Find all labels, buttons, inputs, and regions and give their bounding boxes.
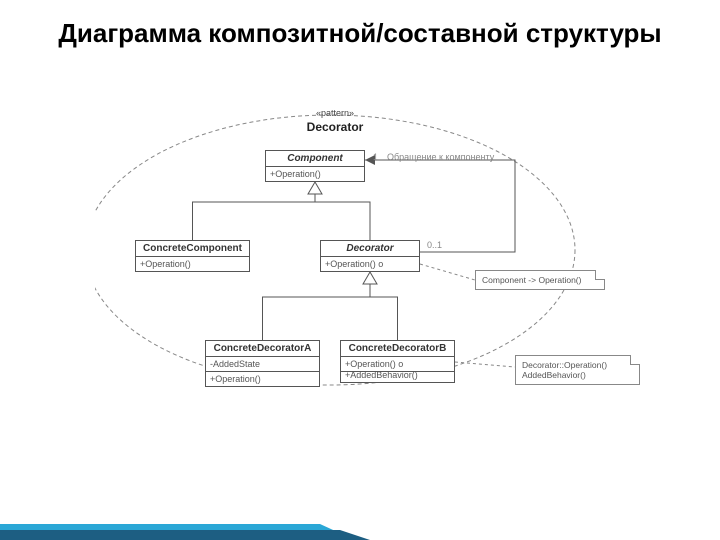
note-fold-icon [630,355,640,365]
note-text-line: Decorator::Operation() [522,360,607,370]
class-name: Component [266,151,364,167]
multiplicity-label: 1 [373,152,378,162]
class-op: +Operation() o [321,257,419,271]
page-title: Диаграмма композитной/составной структур… [0,0,720,49]
class-concrete-component: ConcreteComponent +Operation() [135,240,250,272]
class-name: ConcreteDecoratorA [206,341,319,357]
multiplicity-label: 0..1 [427,240,442,250]
class-op: +Operation() [136,257,249,271]
class-name: Decorator [321,241,419,257]
class-op: +AddedBehavior() [341,368,454,382]
assoc-label: Обращение к компоненту [387,152,494,162]
class-name: ConcreteDecoratorB [341,341,454,357]
class-name: ConcreteComponent [136,241,249,257]
accent-bar [0,512,380,540]
class-op: +Operation() [266,167,364,181]
class-op: +Operation() [206,372,319,386]
note-decorator-operation: Decorator::Operation() AddedBehavior() [515,355,640,385]
class-decorator: Decorator +Operation() o [320,240,420,272]
uml-diagram: «pattern» Decorator Component +Operation… [95,110,655,440]
class-component: Component +Operation() [265,150,365,182]
class-concrete-decorator-b: ConcreteDecoratorB +Operation() o +Added… [340,340,455,383]
note-fold-icon [595,270,605,280]
class-concrete-decorator-a: ConcreteDecoratorA -AddedState +Operatio… [205,340,320,387]
stereotype-label: «pattern» [295,108,375,118]
note-text-line: AddedBehavior() [522,370,586,380]
pattern-name: Decorator [290,120,380,134]
note-component-operation: Component -> Operation() [475,270,605,290]
note-text: Component -> Operation() [482,275,581,285]
class-attr: -AddedState [206,357,319,372]
